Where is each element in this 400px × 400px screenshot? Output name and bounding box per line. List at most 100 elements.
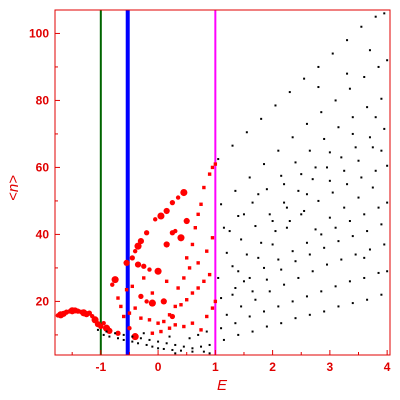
- data-point: [363, 213, 366, 216]
- data-point: [176, 286, 180, 290]
- data-point: [374, 116, 377, 119]
- data-point: [271, 220, 274, 223]
- data-point: [277, 149, 280, 152]
- data-point: [168, 335, 171, 338]
- data-point: [328, 179, 331, 182]
- data-point: [122, 314, 126, 319]
- data-point: [162, 319, 166, 324]
- data-point: [138, 293, 144, 300]
- data-point: [348, 220, 351, 223]
- data-point: [101, 320, 106, 326]
- data-point: [331, 191, 334, 194]
- data-point: [257, 256, 260, 259]
- data-point: [257, 193, 260, 196]
- y-tick-label: 100: [29, 26, 49, 40]
- data-point: [96, 328, 99, 331]
- data-point: [157, 347, 160, 350]
- data-point: [334, 226, 337, 229]
- data-point: [222, 226, 225, 229]
- data-point: [137, 342, 140, 345]
- data-point: [240, 305, 243, 308]
- data-point: [265, 188, 268, 191]
- data-point: [124, 287, 129, 292]
- data-point: [111, 276, 119, 284]
- data-point: [317, 65, 320, 68]
- data-point: [234, 189, 237, 192]
- data-point: [386, 270, 389, 273]
- data-point: [368, 248, 371, 251]
- data-point: [346, 183, 349, 186]
- data-point: [167, 313, 172, 317]
- data-point: [217, 158, 220, 161]
- data-point: [173, 323, 177, 327]
- data-point: [291, 300, 294, 303]
- data-point: [106, 327, 113, 334]
- data-point: [182, 276, 186, 280]
- data-point: [331, 52, 334, 55]
- data-point: [291, 250, 294, 253]
- data-point: [371, 146, 374, 149]
- data-point: [374, 15, 377, 18]
- data-point: [179, 303, 183, 307]
- data-point: [354, 253, 357, 256]
- data-point: [334, 99, 337, 102]
- data-point: [143, 230, 150, 236]
- y-tick-label: 40: [36, 227, 50, 241]
- x-axis: -1 0 1 2 3 4: [71, 350, 391, 374]
- data-point: [308, 149, 311, 152]
- data-point: [174, 343, 177, 346]
- data-point: [217, 276, 220, 279]
- data-point: [173, 228, 178, 234]
- data-point: [237, 214, 240, 217]
- plot-area: [55, 10, 389, 355]
- data-point: [248, 176, 251, 179]
- data-point: [348, 87, 351, 90]
- data-point: [374, 169, 377, 172]
- data-point: [383, 243, 386, 246]
- data-point: [127, 311, 132, 315]
- data-point: [157, 212, 165, 220]
- data-point: [277, 258, 280, 261]
- data-point: [371, 186, 374, 189]
- data-point: [182, 345, 185, 348]
- x-tick-label: 3: [327, 360, 334, 374]
- data-point: [197, 333, 200, 336]
- data-point: [254, 225, 257, 228]
- data-point: [351, 235, 354, 238]
- data-point: [190, 291, 195, 295]
- data-point: [177, 234, 185, 242]
- data-point: [294, 161, 297, 164]
- x-tick-label: 2: [269, 360, 276, 374]
- data-point: [110, 282, 115, 287]
- data-point: [305, 122, 308, 125]
- data-point: [320, 111, 323, 114]
- data-point: [291, 136, 294, 139]
- data-point: [268, 213, 271, 216]
- data-point: [154, 267, 162, 275]
- data-point: [122, 338, 125, 341]
- data-point: [171, 348, 174, 351]
- data-point: [148, 299, 156, 307]
- data-point: [130, 284, 135, 289]
- data-point: [248, 315, 251, 318]
- y-tick-label: 20: [36, 294, 50, 308]
- data-point: [248, 276, 251, 279]
- data-point: [127, 326, 132, 331]
- data-point: [300, 173, 303, 176]
- data-point: [280, 268, 283, 271]
- data-point: [251, 290, 254, 293]
- data-point: [119, 304, 123, 309]
- x-tick-label: 1: [212, 360, 219, 374]
- data-point: [297, 276, 300, 279]
- data-point: [196, 286, 200, 290]
- data-point: [283, 283, 286, 286]
- data-point: [303, 77, 306, 80]
- data-point: [190, 242, 195, 247]
- y-axis: 20 40 60 80 100: [29, 26, 60, 336]
- data-point: [98, 323, 104, 330]
- data-point: [337, 240, 340, 243]
- x-axis-label: E: [217, 377, 228, 394]
- data-point: [210, 165, 215, 170]
- data-point: [305, 241, 308, 244]
